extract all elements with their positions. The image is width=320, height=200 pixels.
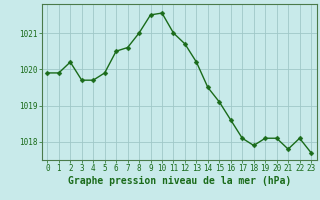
X-axis label: Graphe pression niveau de la mer (hPa): Graphe pression niveau de la mer (hPa) (68, 176, 291, 186)
